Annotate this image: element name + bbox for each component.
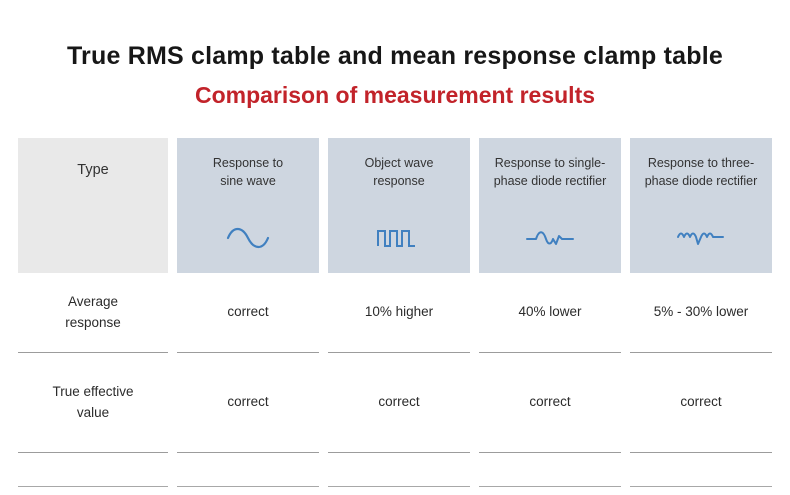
square-wave-icon	[373, 225, 425, 251]
table-cell-partial	[177, 453, 319, 487]
comparison-table: Type Response to sine wave Object wave r…	[18, 138, 772, 487]
header-cell-square-wave: Object wave response	[328, 138, 470, 273]
table-cell: correct	[479, 353, 621, 453]
header-cell-three-phase: Response to three- phase diode rectifier	[630, 138, 772, 273]
row-label-average-response: Average response	[18, 273, 168, 353]
table-cell: 5% - 30% lower	[630, 273, 772, 353]
row-label-true-effective-value: True effective value	[18, 353, 168, 453]
column-label: Response to sine wave	[212, 156, 284, 189]
table-cell-partial	[479, 453, 621, 487]
table-cell: correct	[328, 353, 470, 453]
column-label: Response to single- phase diode rectifie…	[493, 156, 607, 189]
table-cell: 40% lower	[479, 273, 621, 353]
three-phase-rectifier-wave-icon	[675, 225, 727, 251]
header-cell-type: Type	[18, 138, 168, 273]
page-title: True RMS clamp table and mean response c…	[66, 42, 724, 70]
header-cell-sine-wave: Response to sine wave	[177, 138, 319, 273]
header-cell-single-phase: Response to single- phase diode rectifie…	[479, 138, 621, 273]
table-cell-partial	[630, 453, 772, 487]
table-cell: correct	[177, 353, 319, 453]
column-label: Object wave response	[364, 156, 434, 189]
type-label: Type	[77, 162, 109, 178]
table-cell-partial	[328, 453, 470, 487]
table-cell: correct	[630, 353, 772, 453]
column-label: Response to three- phase diode rectifier	[644, 156, 758, 189]
table-cell: 10% higher	[328, 273, 470, 353]
table-cell: correct	[177, 273, 319, 353]
table-cell-partial	[18, 453, 168, 487]
single-phase-rectifier-wave-icon	[524, 225, 576, 251]
sine-wave-icon	[222, 225, 274, 251]
page-subtitle: Comparison of measurement results	[194, 82, 596, 108]
